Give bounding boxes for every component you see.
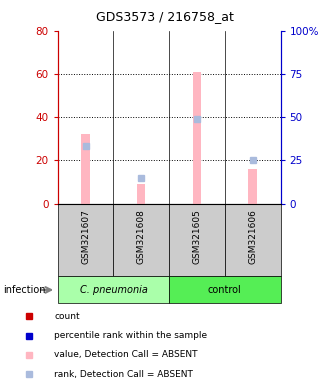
Bar: [58, 276, 169, 303]
Bar: [82, 134, 90, 204]
Bar: [114, 204, 169, 276]
Text: infection: infection: [3, 285, 46, 295]
Text: percentile rank within the sample: percentile rank within the sample: [54, 331, 207, 340]
Text: GSM321608: GSM321608: [137, 209, 146, 264]
Bar: [137, 184, 146, 204]
Text: GSM321606: GSM321606: [248, 209, 257, 264]
Text: C. pneumonia: C. pneumonia: [80, 285, 148, 295]
Bar: [169, 204, 225, 276]
Text: count: count: [54, 312, 80, 321]
Bar: [169, 276, 280, 303]
Bar: [193, 72, 201, 204]
Text: GSM321605: GSM321605: [192, 209, 202, 264]
Text: control: control: [208, 285, 242, 295]
Text: rank, Detection Call = ABSENT: rank, Detection Call = ABSENT: [54, 369, 193, 379]
Text: value, Detection Call = ABSENT: value, Detection Call = ABSENT: [54, 350, 198, 359]
Bar: [58, 204, 114, 276]
Bar: [225, 204, 280, 276]
Bar: [248, 169, 257, 204]
Text: GSM321607: GSM321607: [81, 209, 90, 264]
Text: GDS3573 / 216758_at: GDS3573 / 216758_at: [96, 10, 234, 23]
